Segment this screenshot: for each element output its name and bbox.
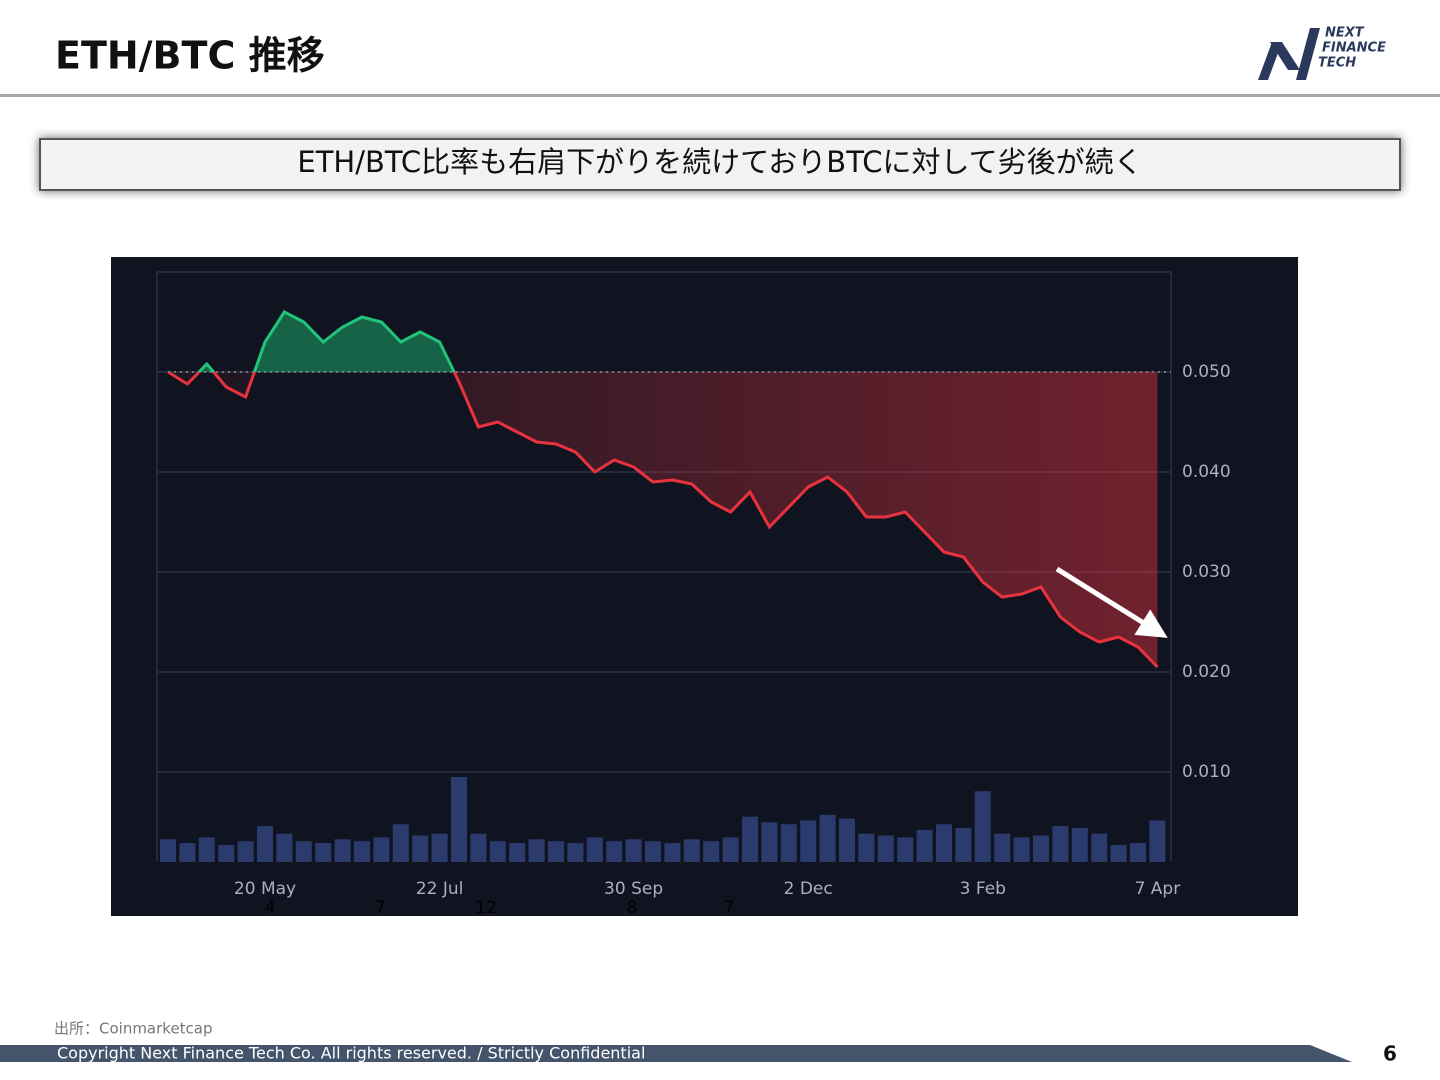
volume-bar	[392, 824, 409, 862]
volume-bar	[877, 835, 894, 862]
volume-bar	[334, 839, 351, 862]
volume-bar	[528, 839, 545, 862]
annotation: 12	[475, 898, 497, 918]
volume-bar	[742, 816, 758, 862]
volume-bar	[470, 833, 487, 862]
volume-bar	[703, 841, 720, 862]
header-rule	[0, 94, 1440, 97]
volume-bar	[509, 843, 526, 862]
x-tick-label: 2 Dec	[784, 879, 833, 899]
y-tick-label: 0.020	[1182, 662, 1231, 682]
volume-bar	[1130, 843, 1146, 862]
volume-bar	[1052, 826, 1069, 862]
volume-bar	[295, 841, 312, 862]
area-up	[168, 312, 1158, 372]
banner-box	[39, 138, 1401, 191]
area-down	[168, 372, 1158, 667]
volume-bar	[819, 814, 836, 862]
volume-bar	[800, 820, 817, 862]
logo-mark	[1258, 42, 1282, 80]
line-down	[167, 372, 1159, 669]
volume-bar	[237, 841, 254, 862]
logo-text: NEXT	[1325, 26, 1365, 41]
volume-bar	[257, 826, 273, 862]
chart: 0.010 0.020 0.030 0.040 0.050 20 May 22 Jul 30 …	[111, 257, 1298, 916]
annotation: 4	[265, 898, 276, 918]
x-tick-label: 3 Feb	[960, 879, 1006, 899]
logo-text: TECH	[1318, 56, 1356, 71]
volume-bar	[664, 843, 681, 862]
logo-text: FINANCE	[1322, 41, 1386, 56]
trend-arrow	[1055, 566, 1168, 638]
volume-bar	[431, 833, 448, 862]
volume-bar	[683, 839, 700, 862]
y-tick-label: 0.040	[1182, 462, 1231, 482]
annotation: 7	[375, 898, 386, 918]
logo-mark	[1296, 28, 1320, 80]
volume-bar	[897, 837, 914, 862]
x-tick-label: 30 Sep	[604, 879, 663, 899]
copyright: Copyright Next Finance Tech Co. All righ…	[57, 1044, 645, 1063]
volume-bar	[858, 833, 875, 862]
volume-bar	[315, 843, 332, 862]
volume-bar	[625, 839, 642, 862]
logo: NEXT FINANCE TECH	[1258, 26, 1386, 80]
volume-bar	[916, 829, 933, 862]
banner-text: ETH/BTC比率も右肩下がりを続けておりBTCに対して劣後が続く	[297, 145, 1142, 179]
volume-bar	[179, 843, 196, 862]
annotation: 8	[627, 898, 638, 918]
volume-bar	[1091, 833, 1108, 862]
volume-bar	[936, 824, 952, 862]
volume-bar	[1013, 837, 1030, 862]
y-tick-label: 0.050	[1182, 362, 1231, 382]
volume-bar	[839, 818, 855, 862]
line-up	[168, 310, 456, 372]
slide-title: ETH/BTC 推移	[55, 34, 325, 78]
volume-bar	[373, 837, 390, 862]
volume-bar	[955, 828, 972, 862]
volume-bar	[276, 833, 293, 862]
volume-bar	[606, 841, 623, 862]
volume-bar	[489, 841, 506, 862]
volume-bar	[412, 835, 429, 862]
volume-bar	[1071, 828, 1088, 862]
volume-bar	[994, 833, 1011, 862]
volume-bar	[761, 822, 778, 862]
volume-bar	[198, 837, 215, 862]
volume-bar	[974, 791, 991, 862]
x-tick-label: 22 Jul	[416, 879, 464, 899]
volume-bar	[722, 837, 739, 862]
volume-bar	[1149, 820, 1166, 862]
volume-bar	[1110, 845, 1127, 862]
volume-bar	[1033, 835, 1049, 862]
page-number: 6	[1383, 1042, 1397, 1066]
volume-bar	[645, 841, 661, 862]
plot-frame	[156, 271, 1172, 862]
logo-mark	[1270, 42, 1300, 70]
y-tick-label: 0.030	[1182, 562, 1231, 582]
volume-bar	[354, 841, 370, 862]
footer-bar	[0, 1045, 1352, 1062]
volume-bar	[548, 841, 564, 862]
x-tick-label: 20 May	[234, 879, 296, 899]
y-tick-label: 0.010	[1182, 762, 1231, 782]
x-tick-label: 7 Apr	[1135, 879, 1181, 899]
volume-bar	[218, 845, 235, 862]
volume-bar	[160, 839, 176, 862]
volume-bar	[586, 837, 603, 862]
volume-bar	[451, 777, 467, 862]
annotation: 7	[724, 898, 735, 918]
volume-bar	[780, 824, 797, 862]
volume-bar	[567, 843, 584, 862]
source: 出所：Coinmarketcap	[54, 1020, 213, 1038]
